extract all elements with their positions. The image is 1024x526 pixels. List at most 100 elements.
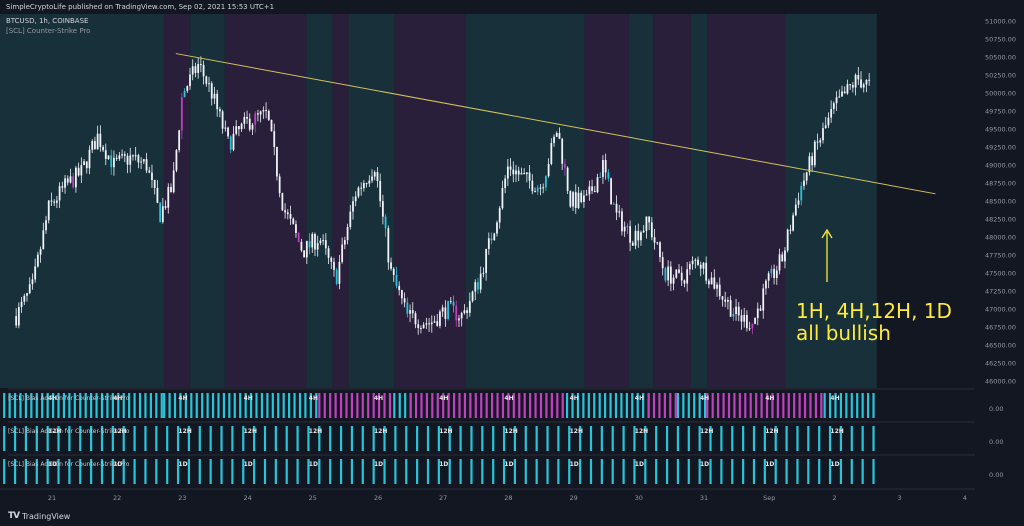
candle-body	[278, 176, 281, 194]
candle-body	[841, 91, 843, 97]
bias-bar-bear	[361, 393, 364, 418]
candle-body	[686, 269, 689, 284]
bias-bar-bear	[793, 393, 796, 418]
pane-timeframe-label: 1D	[635, 461, 644, 468]
candle-body	[640, 232, 642, 241]
bias-bar-bull	[405, 459, 408, 484]
bias-bar-bull	[372, 459, 375, 484]
candle-body	[28, 284, 31, 294]
bias-bar-bull	[62, 393, 66, 418]
chart-annotation: 1H, 4H,12H, 1D all bullish	[796, 300, 952, 344]
bias-bar-bull	[807, 459, 810, 484]
candle-body	[297, 233, 300, 242]
candle-body	[547, 163, 550, 177]
time-tick-label: 26	[374, 494, 382, 502]
tradingview-brand[interactable]: TradingView	[22, 512, 71, 521]
candle-body	[186, 86, 189, 91]
bias-bar-bull	[604, 393, 607, 418]
candle-body	[591, 186, 593, 191]
bias-bar-bull	[90, 459, 93, 484]
bias-bar-bear	[663, 393, 666, 418]
candle-body	[759, 308, 762, 311]
bias-bar-bull	[274, 459, 277, 484]
candle-body	[134, 155, 137, 157]
candle-body	[352, 201, 354, 212]
bias-bar-bull	[720, 459, 723, 484]
candle-body	[61, 186, 64, 188]
time-tick-label: 3	[898, 494, 902, 502]
bias-bar-bull	[416, 426, 419, 451]
bias-bar-bull	[122, 426, 125, 451]
candle-body	[805, 172, 808, 181]
bias-bar-bull	[277, 393, 280, 418]
bias-bar-bear	[674, 393, 677, 418]
candle-body	[387, 228, 390, 263]
bias-bar-bull	[271, 393, 274, 418]
bias-bar-bull	[13, 426, 17, 451]
bias-bar-bull	[35, 426, 38, 451]
bias-bar-bull	[807, 426, 810, 451]
bias-bar-bull	[818, 426, 821, 451]
candle-body	[862, 84, 865, 88]
candle-body	[740, 315, 743, 322]
candle-body	[493, 233, 496, 241]
candle-body	[411, 310, 414, 314]
candle-body	[430, 322, 433, 325]
bias-bar-bear	[414, 393, 418, 418]
bias-bar-bull	[698, 459, 701, 484]
candle-body	[85, 161, 88, 169]
candle-body	[53, 201, 56, 203]
candle-body	[229, 136, 232, 150]
candle-body	[743, 314, 746, 322]
bias-bar-bull	[568, 426, 571, 451]
candle-body	[45, 220, 47, 231]
bias-bar-bear	[534, 393, 537, 418]
candle-body	[542, 187, 545, 189]
bias-zone-bull	[785, 14, 877, 388]
pane-timeframe-label: 1D	[178, 461, 187, 468]
bias-bar-bull	[676, 426, 680, 451]
bias-bar-bear	[425, 393, 428, 418]
bias-bar-bear	[556, 393, 559, 418]
bias-bar-bull	[742, 426, 745, 451]
candle-body	[23, 295, 26, 302]
tradingview-logo-icon[interactable]: TV	[8, 511, 20, 521]
bias-bar-bear	[458, 393, 461, 418]
candle-body	[669, 266, 672, 284]
bias-bar-bull	[128, 393, 131, 418]
bias-bar-bull	[579, 459, 582, 484]
bias-bar-bull	[828, 426, 832, 451]
bias-bar-bull	[535, 459, 538, 484]
symbol-legend[interactable]: BTCUSD, 1h, COINBASE	[6, 17, 89, 25]
bias-bar-bull	[796, 426, 799, 451]
bias-bar-bull	[593, 393, 596, 418]
candle-body	[653, 237, 656, 243]
bias-bar-bull	[133, 393, 136, 418]
bias-bar-bull	[100, 459, 104, 484]
candle-body	[824, 125, 827, 129]
bias-bar-bull	[285, 426, 288, 451]
bias-bar-bull	[589, 426, 593, 451]
candle-body	[773, 268, 775, 278]
bias-bar-bull	[166, 459, 169, 484]
candle-body	[800, 185, 803, 201]
bias-bar-bear	[420, 393, 423, 418]
bias-bar-bull	[95, 393, 98, 418]
bias-bar-bull	[448, 459, 451, 484]
candle-body	[83, 161, 85, 166]
candle-body	[458, 318, 460, 321]
bias-bar-bear	[765, 393, 769, 418]
bias-bar-bear	[388, 393, 392, 418]
candle-body	[656, 242, 659, 244]
bias-bar-bull	[622, 459, 625, 484]
bias-bar-bull	[198, 459, 201, 484]
bias-bar-bull	[437, 459, 440, 484]
bias-bar-bull	[307, 459, 310, 484]
bias-bar-bull	[231, 459, 234, 484]
candle-body	[748, 328, 751, 330]
bias-bar-bull	[293, 393, 296, 418]
pane-value-label: 0.00	[989, 405, 1003, 413]
pane-value-label: 0.00	[989, 471, 1003, 479]
indicator-legend[interactable]: [SCL] Counter-Strike Pro	[6, 27, 91, 35]
candle-body	[121, 154, 123, 156]
